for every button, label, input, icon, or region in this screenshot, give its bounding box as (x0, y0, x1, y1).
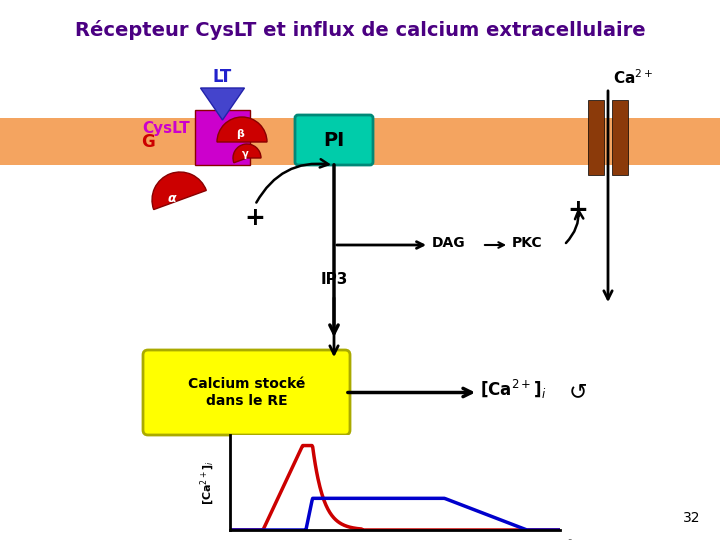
Polygon shape (200, 88, 245, 120)
Text: IP3: IP3 (320, 273, 348, 287)
Text: [Ca$^{2+}$]$_i$: [Ca$^{2+}$]$_i$ (480, 378, 546, 401)
Text: Calcium stocké
dans le RE: Calcium stocké dans le RE (188, 377, 305, 408)
Wedge shape (217, 117, 267, 142)
Text: Récepteur CysLT et influx de calcium extracellulaire: Récepteur CysLT et influx de calcium ext… (75, 20, 645, 40)
Polygon shape (612, 100, 628, 175)
Text: Ca$^{2+}$: Ca$^{2+}$ (613, 68, 653, 87)
Text: CysLT: CysLT (143, 120, 190, 136)
Wedge shape (152, 172, 207, 210)
Text: α: α (168, 192, 176, 205)
Polygon shape (195, 110, 250, 165)
FancyBboxPatch shape (143, 350, 350, 435)
Text: t: t (567, 538, 575, 540)
Text: LT: LT (213, 68, 232, 86)
Text: ↺: ↺ (569, 382, 588, 402)
Text: +: + (245, 206, 266, 230)
Polygon shape (0, 118, 720, 165)
Text: +: + (567, 198, 588, 222)
Text: PKC: PKC (512, 236, 543, 250)
Text: PI: PI (323, 131, 345, 150)
Text: [Ca$^{2+}$]$_i$: [Ca$^{2+}$]$_i$ (199, 460, 217, 505)
FancyBboxPatch shape (295, 115, 373, 165)
Text: G: G (141, 133, 155, 151)
Text: DAG: DAG (432, 236, 466, 250)
Wedge shape (233, 144, 261, 163)
Text: β: β (236, 129, 244, 139)
Polygon shape (588, 100, 604, 175)
Text: γ: γ (242, 149, 248, 159)
Text: 32: 32 (683, 511, 700, 525)
